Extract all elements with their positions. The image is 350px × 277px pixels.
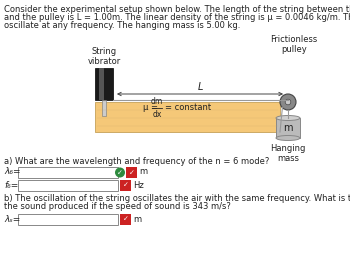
Bar [102,100,106,116]
Text: μ =: μ = [143,104,158,112]
Bar [18,214,118,225]
Text: Consider the experimental setup shown below. The length of the string between th: Consider the experimental setup shown be… [4,5,350,14]
Circle shape [280,94,296,110]
Text: m: m [139,168,147,176]
Bar [99,68,104,100]
Bar [95,68,113,100]
Text: = constant: = constant [165,104,211,112]
Bar [120,214,131,225]
Text: dx: dx [152,110,162,119]
Text: Frictionless
pulley: Frictionless pulley [270,35,318,54]
Text: the sound produced if the speed of sound is 343 m/s?: the sound produced if the speed of sound… [4,202,231,211]
Text: λₛ=: λₛ= [4,214,20,224]
Ellipse shape [276,116,300,120]
Text: ✓: ✓ [117,170,123,176]
Text: f₆=: f₆= [4,181,18,189]
Bar [95,102,280,132]
Circle shape [115,168,125,178]
Bar [18,167,118,178]
Bar [18,180,118,191]
Text: a) What are the wavelength and frequency of the n = 6 mode?: a) What are the wavelength and frequency… [4,157,270,166]
Text: b) The oscillation of the string oscillates the air with the same frequency. Wha: b) The oscillation of the string oscilla… [4,194,350,203]
Text: λ₆=: λ₆= [4,168,21,176]
Bar [120,180,131,191]
Text: L: L [198,82,203,92]
Text: dm: dm [151,97,163,106]
Bar [126,167,137,178]
Text: Hanging
mass: Hanging mass [270,144,306,163]
Text: ✓: ✓ [128,170,134,176]
Text: and the pulley is L = 1.00m. The linear density of the string is μ = 0.0046 kg/m: and the pulley is L = 1.00m. The linear … [4,13,350,22]
Text: oscillate at any frequency. The hanging mass is 5.00 kg.: oscillate at any frequency. The hanging … [4,21,240,30]
Text: ✓: ✓ [122,183,128,189]
Text: ✓: ✓ [122,217,128,222]
Text: m: m [283,123,293,133]
Bar [276,118,300,138]
Circle shape [285,99,291,105]
Text: m: m [133,214,141,224]
Text: String
vibrator: String vibrator [88,47,121,66]
Text: Hz: Hz [133,181,144,189]
Ellipse shape [276,135,300,140]
